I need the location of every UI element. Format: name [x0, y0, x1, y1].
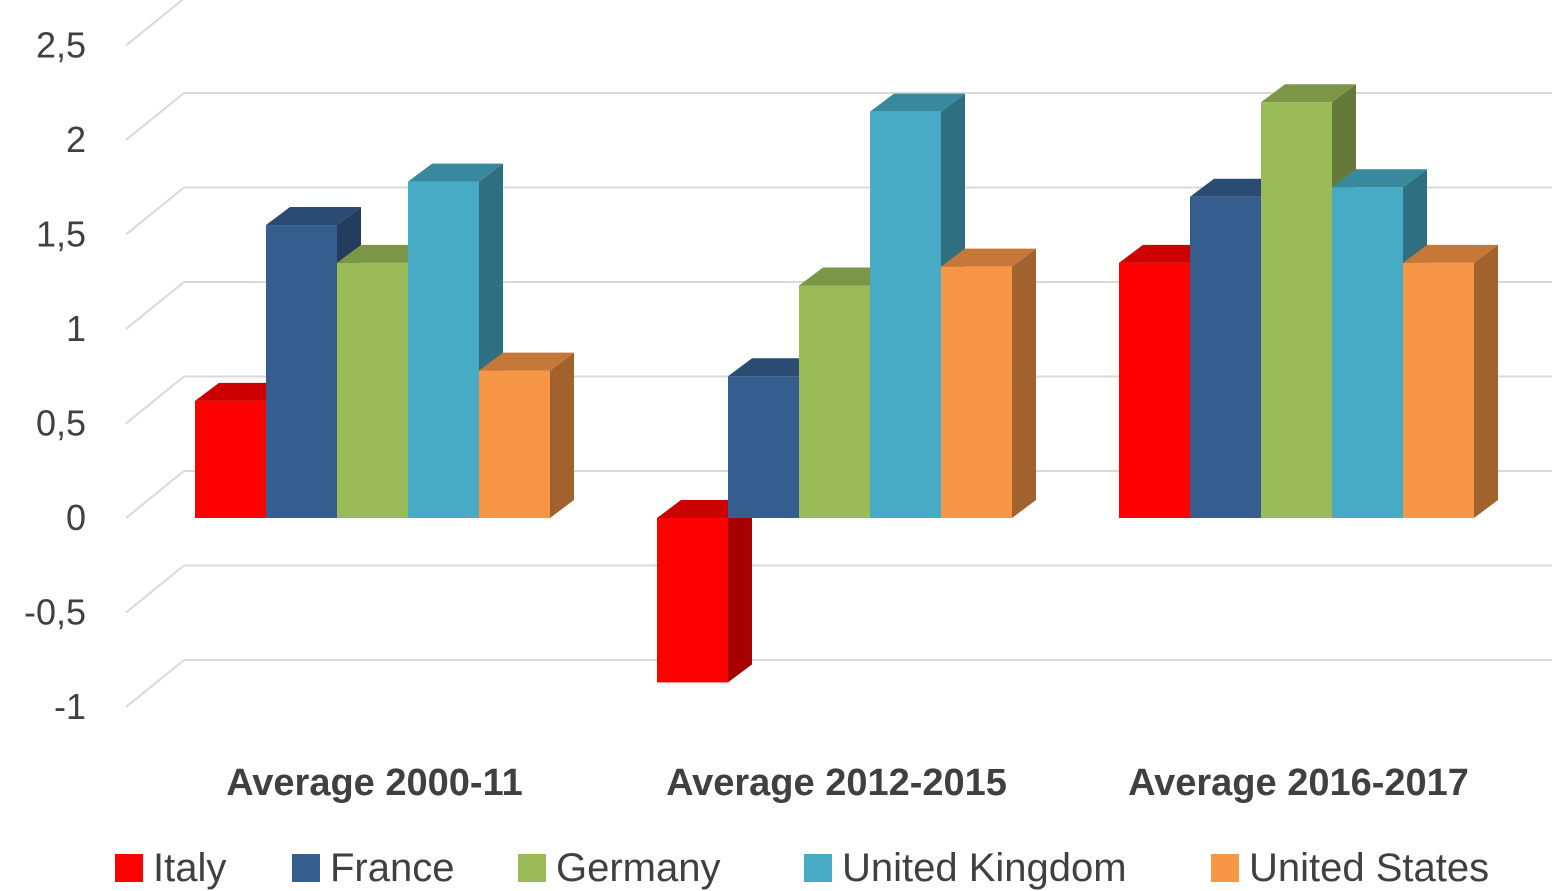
legend-item: United States — [1211, 846, 1489, 890]
x-axis-categories: Average 2000-11 Average 2012-2015 Average … — [226, 762, 1469, 804]
legend-item: United Kingdom — [804, 846, 1127, 890]
bar-united-states — [941, 248, 1036, 518]
legend-label: United Kingdom — [842, 846, 1127, 890]
legend-item: France — [292, 846, 455, 890]
y-tick-label: 0 — [66, 497, 86, 538]
y-tick-label: 1 — [66, 308, 86, 349]
y-tick-label: -1 — [54, 686, 86, 727]
y-axis-ticks: 2,5 2 1,5 1 0,5 0 -0,5 -1 — [24, 25, 86, 728]
bar-italy — [657, 500, 752, 683]
gridline — [125, 0, 184, 47]
x-category-label: Average 2012-2015 — [666, 762, 1007, 804]
legend-swatch — [518, 854, 546, 882]
gridline — [125, 564, 1552, 614]
legend-swatch — [804, 854, 832, 882]
bar-united-kingdom — [408, 163, 503, 518]
legend-label: Germany — [556, 846, 721, 890]
y-tick-label: 2,5 — [36, 25, 86, 66]
legend-label: United States — [1249, 846, 1489, 890]
legend-label: Italy — [153, 846, 226, 890]
legend-swatch — [292, 854, 320, 882]
bar-united-states — [479, 352, 574, 518]
y-tick-label: -0,5 — [24, 592, 86, 633]
legend-swatch — [1211, 854, 1239, 882]
x-category-label: Average 2016-2017 — [1128, 762, 1469, 804]
bar-united-states — [1403, 244, 1498, 518]
legend-swatch — [115, 854, 143, 882]
legend-label: France — [330, 846, 455, 890]
legend: Italy France Germany United Kingdom United S… — [115, 846, 1489, 890]
y-tick-label: 0,5 — [36, 403, 86, 444]
bars — [195, 84, 1498, 683]
legend-item: Germany — [518, 846, 721, 890]
gridline — [125, 659, 1552, 708]
y-tick-label: 2 — [66, 119, 86, 160]
x-category-label: Average 2000-11 — [226, 762, 523, 804]
y-tick-label: 1,5 — [36, 214, 86, 255]
legend-item: Italy — [115, 846, 226, 890]
